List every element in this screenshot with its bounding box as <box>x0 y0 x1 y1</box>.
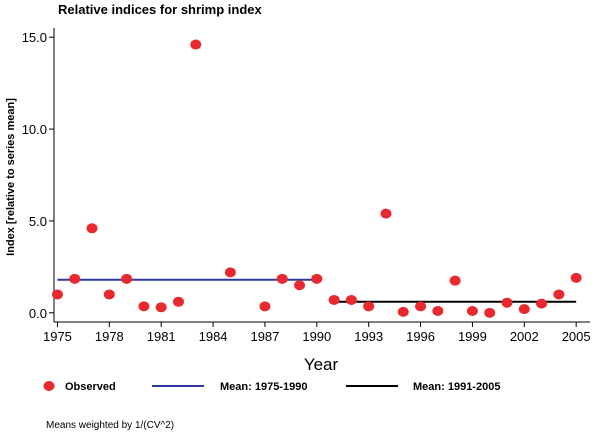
x-tick-label: 1981 <box>147 329 176 344</box>
data-point <box>51 289 63 300</box>
data-point <box>363 301 375 312</box>
x-tick-label: 2002 <box>510 329 539 344</box>
chart-title: Relative indices for shrimp index <box>58 2 262 17</box>
legend-label: Observed <box>65 381 116 393</box>
y-tick-label: 0.0 <box>29 306 47 321</box>
legend: Observed Mean: 1975-1990 Mean: 1991-2005 <box>43 381 500 393</box>
y-tick-label: 15.0 <box>22 30 47 45</box>
data-point <box>259 301 271 312</box>
data-point <box>345 294 357 305</box>
x-tick-label: 1978 <box>95 329 124 344</box>
data-point <box>138 301 150 312</box>
data-point <box>518 304 530 315</box>
x-tick-label: 1987 <box>250 329 279 344</box>
x-tick-label: 1993 <box>354 329 383 344</box>
data-point <box>397 306 409 317</box>
legend-marker <box>43 381 55 391</box>
data-point <box>121 273 133 284</box>
x-tick-label: 1999 <box>458 329 487 344</box>
data-point <box>103 289 115 300</box>
data-point <box>294 280 306 291</box>
x-tick-label: 2005 <box>562 329 591 344</box>
y-tick-label: 5.0 <box>29 214 47 229</box>
data-point <box>466 305 478 316</box>
legend-label: Mean: 1975-1990 <box>220 381 307 393</box>
data-point <box>328 294 340 305</box>
data-point <box>69 273 81 284</box>
x-tick-label: 1984 <box>199 329 228 344</box>
y-tick-label: 10.0 <box>22 122 47 137</box>
data-point <box>553 289 565 300</box>
data-point <box>276 273 288 284</box>
data-point <box>484 307 496 318</box>
data-point <box>224 267 236 278</box>
x-tick-label: 1975 <box>43 329 72 344</box>
footnote: Means weighted by 1/(CV^2) <box>46 420 174 431</box>
legend-label: Mean: 1991-2005 <box>413 381 500 393</box>
data-point <box>172 296 184 307</box>
data-point <box>86 223 98 234</box>
data-point <box>536 298 548 309</box>
data-point <box>432 305 444 316</box>
x-tick-label: 1996 <box>406 329 435 344</box>
data-point <box>449 275 461 286</box>
x-tick-label: 1990 <box>302 329 331 344</box>
plot-area: 0.0 5.0 10.0 15.0 1975 1978 1981 1984 1987 1990 19… <box>22 28 591 344</box>
data-point <box>311 273 323 284</box>
data-point <box>190 39 202 50</box>
x-axis-label: Year <box>304 355 339 374</box>
data-point <box>380 208 392 219</box>
y-axis-label: Index [relative to series mean] <box>5 98 17 256</box>
data-point <box>155 302 167 313</box>
data-point <box>415 301 427 312</box>
data-point <box>570 272 582 283</box>
data-point <box>501 297 513 308</box>
